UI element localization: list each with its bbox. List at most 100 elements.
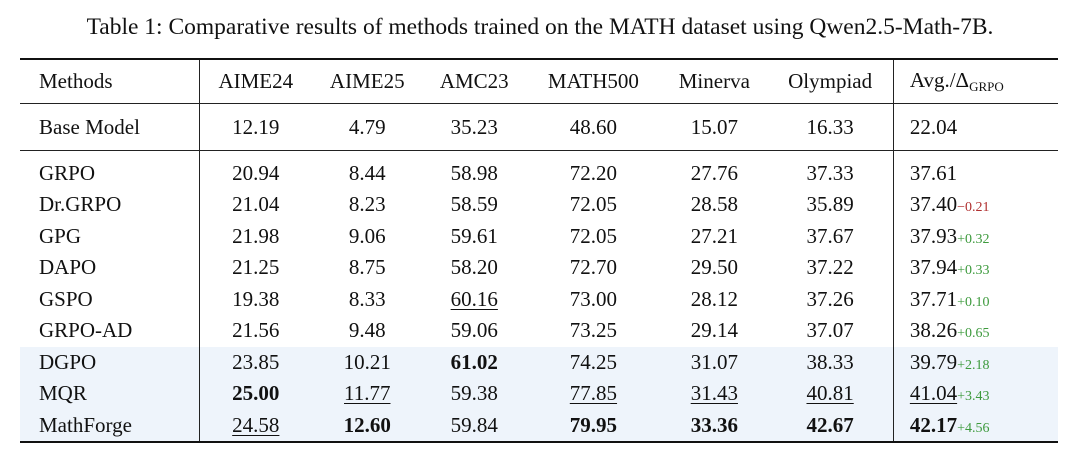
- delta-value: +0.65: [957, 326, 990, 342]
- math500-cell: 74.25: [525, 346, 662, 378]
- olympiad-cell: 37.67: [806, 223, 854, 248]
- aime24-value: 25.00: [232, 381, 280, 406]
- header-aime24: AIME24: [199, 59, 312, 104]
- aime25-cell: 8.23: [348, 192, 386, 217]
- math500-cell: 77.85: [525, 378, 662, 410]
- aime25-value: 12.60: [343, 412, 391, 437]
- header-olympiad: Olympiad: [788, 69, 873, 93]
- amc23-cell: 59.84: [422, 409, 526, 442]
- header-methods: Methods: [39, 69, 113, 93]
- avg-value: 38.26: [909, 318, 958, 343]
- minerva-cell: 27.76: [690, 160, 738, 185]
- math500-cell: 73.25: [569, 318, 618, 343]
- math500-cell: 73.00: [569, 286, 618, 311]
- table-row: DAPO 21.25 8.75 58.20 72.70 29.50 37.22 …: [20, 252, 1058, 284]
- aime25-cell: 9.06: [348, 223, 386, 248]
- method-name: MQR: [20, 378, 200, 410]
- olympiad-cell: 37.22: [806, 255, 854, 280]
- header-amc23: AMC23: [439, 69, 509, 93]
- aime25-value: 11.77: [344, 381, 391, 406]
- table-caption: Table 1: Comparative results of methods …: [86, 14, 994, 40]
- aime24-cell: 21.04: [199, 189, 312, 221]
- amc23-cell: 59.61: [450, 223, 498, 248]
- olympiad-value: 40.81: [806, 381, 854, 406]
- amc23-cell: 60.16: [423, 284, 526, 316]
- olympiad-value: 42.67: [806, 412, 854, 437]
- avg-cell: 42.17+4.56: [892, 409, 1058, 442]
- olympiad-cell: 37.07: [806, 318, 854, 343]
- header-aime25: AIME25: [329, 69, 405, 93]
- base-amc23: 35.23: [450, 114, 498, 139]
- olympiad-cell: 35.89: [806, 192, 854, 217]
- base-avg: 22.04: [892, 103, 1058, 151]
- olympiad-cell: 37.33: [806, 160, 854, 185]
- avg-cell: 37.61: [892, 150, 1058, 189]
- aime24-cell: 21.98: [199, 220, 312, 252]
- amc23-cell: 58.20: [450, 255, 498, 280]
- avg-cell: 39.79+2.18: [892, 346, 1058, 378]
- minerva-value: 31.43: [690, 381, 738, 406]
- method-name: GSPO: [39, 286, 93, 311]
- avg-cell: 37.40−0.21: [892, 189, 1058, 221]
- math500-value: 79.95: [569, 412, 618, 437]
- amc23-value: 60.16: [450, 286, 498, 311]
- avg-cell: 41.04+3.43: [892, 378, 1058, 410]
- base-model-row: Base Model 12.19 4.79 35.23 48.60 15.07 …: [20, 103, 1058, 151]
- aime25-cell: 10.21: [311, 346, 423, 378]
- math500-cell: 72.20: [569, 160, 618, 185]
- delta-value: +0.32: [957, 231, 990, 247]
- table-row: GPG 21.98 9.06 59.61 72.05 27.21 37.67 3…: [20, 220, 1058, 252]
- aime24-cell: 21.25: [199, 252, 312, 284]
- delta-value: −0.21: [957, 200, 990, 216]
- minerva-cell: 33.36: [661, 409, 768, 442]
- aime25-cell: 8.33: [348, 286, 386, 311]
- aime24-cell: 24.58: [199, 409, 312, 442]
- aime24-cell: 21.56: [199, 315, 312, 347]
- minerva-cell: 29.50: [690, 255, 738, 280]
- avg-cell: 37.94+0.33: [892, 252, 1058, 284]
- minerva-cell: 28.12: [690, 286, 738, 311]
- header-avg-delta: Avg./ΔGRPO: [892, 59, 1058, 104]
- header-minerva: Minerva: [678, 69, 750, 93]
- minerva-cell: 27.21: [690, 223, 738, 248]
- table-row: MQR 25.00 11.77 59.38 77.85 31.43 40.81 …: [20, 378, 1058, 410]
- method-name: GRPO-AD: [39, 318, 133, 343]
- method-name: MathForge: [20, 409, 200, 442]
- header-avg-sub: GRPO: [969, 79, 1004, 94]
- delta-value: +0.10: [957, 294, 990, 310]
- math500-value: 77.85: [569, 381, 618, 406]
- minerva-cell: 31.07: [661, 346, 768, 378]
- avg-value: 42.17: [909, 412, 958, 437]
- amc23-cell: 59.06: [450, 318, 498, 343]
- aime25-cell: 9.48: [348, 318, 386, 343]
- base-aime24: 12.19: [199, 103, 312, 151]
- math500-cell: 79.95: [525, 409, 662, 442]
- aime25-cell: 8.44: [348, 160, 386, 185]
- olympiad-cell: 42.67: [767, 409, 894, 442]
- table-row: GRPO 20.94 8.44 58.98 72.20 27.76 37.33 …: [20, 150, 1058, 189]
- math500-cell: 72.70: [569, 255, 618, 280]
- amc23-cell: 59.38: [422, 378, 526, 410]
- results-table: Methods AIME24 AIME25 AMC23 MATH500 Mine…: [20, 58, 1058, 443]
- table-row: MathForge 24.58 12.60 59.84 79.95 33.36 …: [20, 409, 1058, 442]
- math500-cell: 72.05: [569, 192, 618, 217]
- avg-cell: 37.71+0.10: [892, 283, 1058, 315]
- minerva-cell: 28.58: [690, 192, 738, 217]
- table-row: Dr.GRPO 21.04 8.23 58.59 72.05 28.58 35.…: [20, 189, 1058, 221]
- avg-value: 37.61: [909, 160, 958, 185]
- delta-value: +2.18: [957, 357, 990, 373]
- avg-value: 37.93: [909, 223, 958, 248]
- minerva-cell: 31.43: [661, 378, 768, 410]
- aime24-cell: 19.38: [199, 283, 312, 315]
- avg-value: 37.40: [909, 192, 958, 217]
- amc23-value: 61.02: [450, 349, 498, 374]
- delta-value: +0.33: [957, 263, 990, 279]
- table-row: GSPO 19.38 8.33 60.16 73.00 28.12 37.26 …: [20, 283, 1058, 316]
- delta-value: +4.56: [957, 420, 990, 436]
- avg-value: 41.04: [909, 381, 958, 406]
- base-aime25: 4.79: [348, 114, 386, 139]
- method-name: Dr.GRPO: [39, 192, 122, 217]
- method-name: GPG: [39, 223, 82, 248]
- base-minerva: 15.07: [690, 114, 738, 139]
- aime24-cell: 20.94: [199, 150, 312, 189]
